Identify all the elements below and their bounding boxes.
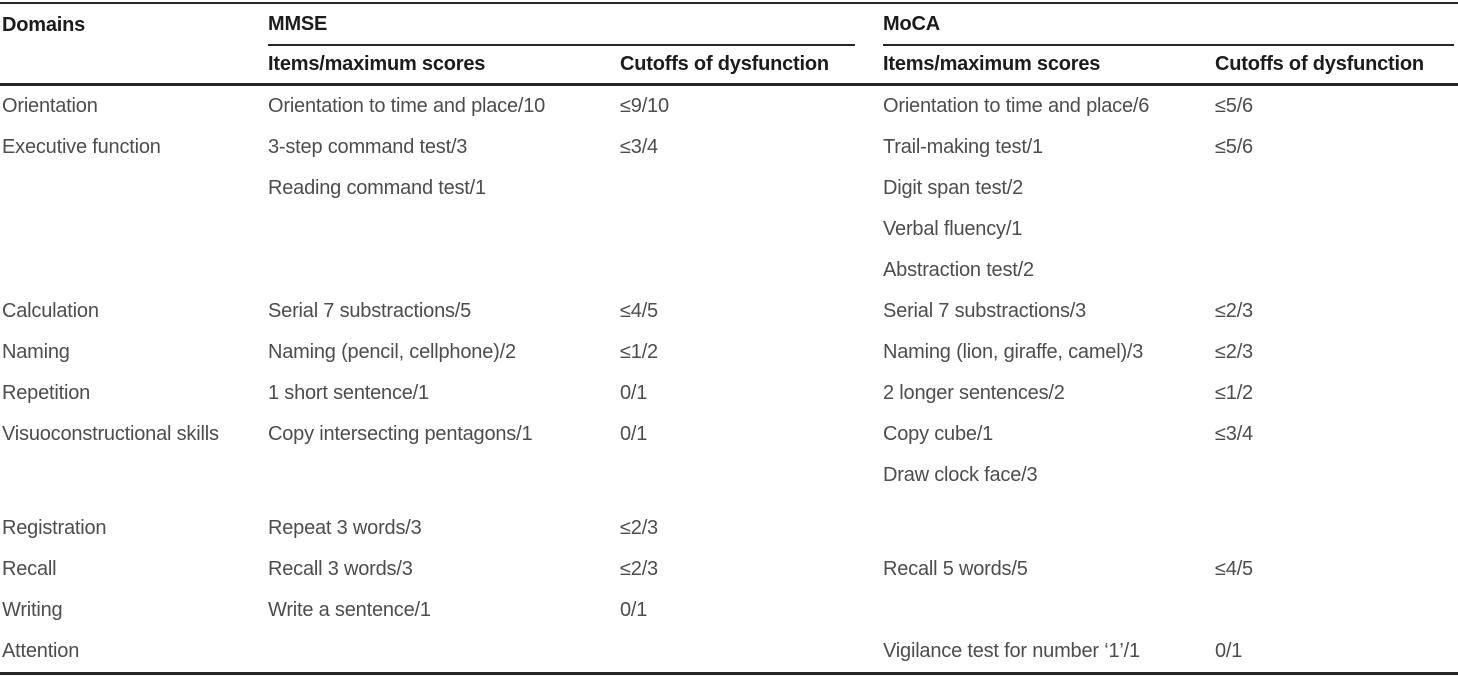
domain-cell: Recall — [2, 558, 57, 580]
column-group-moca: MoCA — [883, 4, 1454, 46]
mmse-item-cell: Recall 3 words/3 — [268, 558, 413, 580]
moca-cutoff-cell: ≤1/2 — [1215, 382, 1253, 404]
table-row: Reading command test/1 Digit span test/2 — [0, 168, 1458, 209]
column-header-moca-items: Items/maximum scores — [883, 53, 1101, 75]
table-body: Orientation Orientation to time and place… — [0, 86, 1458, 672]
column-group-mmse: MMSE — [268, 4, 855, 46]
mmse-group-label: MMSE — [268, 12, 328, 35]
table-header-group-row: Domains MMSE MoCA — [0, 4, 1458, 46]
table-row: Abstraction test/2 — [0, 250, 1458, 291]
moca-item-cell: Abstraction test/2 — [883, 259, 1034, 281]
mmse-cutoff-cell: ≤4/5 — [620, 300, 658, 322]
moca-item-cell: Vigilance test for number ‘1’/1 — [883, 640, 1140, 662]
mmse-item-cell: Naming (pencil, cellphone)/2 — [268, 341, 516, 363]
moca-item-cell: Recall 5 words/5 — [883, 558, 1028, 580]
moca-cutoff-cell: ≤2/3 — [1215, 300, 1253, 322]
moca-item-cell: Naming (lion, giraffe, camel)/3 — [883, 341, 1144, 363]
mmse-cutoff-cell: ≤2/3 — [620, 558, 658, 580]
moca-item-cell: Serial 7 substractions/3 — [883, 300, 1087, 322]
mmse-item-cell: Write a sentence/1 — [268, 599, 431, 621]
moca-cutoff-cell: ≤5/6 — [1215, 136, 1253, 158]
mmse-item-cell: Repeat 3 words/3 — [268, 517, 422, 539]
column-header-mmse-cutoffs: Cutoffs of dysfunction — [620, 53, 829, 75]
moca-cutoff-cell: 0/1 — [1215, 640, 1243, 662]
mmse-item-cell: Copy intersecting pentagons/1 — [268, 423, 533, 445]
mmse-cutoff-cell: 0/1 — [620, 382, 648, 404]
table-row: Recall Recall 3 words/3 ≤2/3 Recall 5 words… — [0, 549, 1458, 590]
header-divider-rule — [0, 83, 1458, 86]
table-bottom-rule — [0, 672, 1458, 675]
moca-cutoff-cell: ≤5/6 — [1215, 95, 1253, 117]
domain-cell: Registration — [2, 517, 107, 539]
table-top-rule — [0, 2, 1458, 4]
table-row: Verbal fluency/1 — [0, 209, 1458, 250]
mmse-cutoff-cell: ≤3/4 — [620, 136, 658, 158]
moca-item-cell: Draw clock face/3 — [883, 464, 1038, 486]
moca-item-cell: Verbal fluency/1 — [883, 218, 1023, 240]
column-header-moca-cutoffs: Cutoffs of dysfunction — [1215, 53, 1424, 75]
moca-item-cell: Trail-making test/1 — [883, 136, 1043, 158]
table-row: Draw clock face/3 — [0, 455, 1458, 496]
domain-cell: Calculation — [2, 300, 99, 322]
row-group-spacer — [0, 496, 1458, 508]
moca-item-cell: Orientation to time and place/6 — [883, 95, 1150, 117]
moca-cutoff-cell: ≤2/3 — [1215, 341, 1253, 363]
table-row: Orientation Orientation to time and place… — [0, 86, 1458, 127]
table-row: Visuoconstructional skills Copy intersect… — [0, 414, 1458, 455]
mmse-item-cell: Orientation to time and place/10 — [268, 95, 546, 117]
table-row: Repetition 1 short sentence/1 0/1 2 longer … — [0, 373, 1458, 414]
domain-cell: Attention — [2, 640, 80, 662]
domain-cell: Repetition — [2, 382, 91, 404]
table-row: Attention Vigilance test for number ‘1’/1… — [0, 631, 1458, 672]
mmse-cutoff-cell: ≤9/10 — [620, 95, 669, 117]
table-row: Registration Repeat 3 words/3 ≤2/3 — [0, 508, 1458, 549]
table-header-row: Items/maximum scores Cutoffs of dysfunct… — [0, 46, 1458, 83]
mmse-cutoff-cell: 0/1 — [620, 423, 648, 445]
mmse-cutoff-cell: ≤2/3 — [620, 517, 658, 539]
mmse-item-cell: Reading command test/1 — [268, 177, 486, 199]
mmse-cutoff-cell: 0/1 — [620, 599, 648, 621]
table-row: Executive function 3-step command test/3 ≤… — [0, 127, 1458, 168]
moca-cutoff-cell: ≤4/5 — [1215, 558, 1253, 580]
mmse-cutoff-cell: ≤1/2 — [620, 341, 658, 363]
moca-item-cell: Copy cube/1 — [883, 423, 994, 445]
mmse-item-cell: Serial 7 substractions/5 — [268, 300, 472, 322]
domain-cell: Orientation — [2, 95, 98, 117]
moca-item-cell: 2 longer sentences/2 — [883, 382, 1065, 404]
domain-cell: Naming — [2, 341, 70, 363]
domain-cell: Executive function — [2, 136, 161, 158]
table-row: Naming Naming (pencil, cellphone)/2 ≤1/2 Na… — [0, 332, 1458, 373]
moca-item-cell: Digit span test/2 — [883, 177, 1024, 199]
domain-cell: Visuoconstructional skills — [2, 423, 219, 445]
column-header-domains: Domains — [2, 13, 86, 36]
moca-cutoff-cell: ≤3/4 — [1215, 423, 1253, 445]
mmse-item-cell: 1 short sentence/1 — [268, 382, 429, 404]
moca-group-label: MoCA — [883, 12, 940, 35]
mmse-item-cell: 3-step command test/3 — [268, 136, 468, 158]
table-row: Writing Write a sentence/1 0/1 — [0, 590, 1458, 631]
column-header-mmse-items: Items/maximum scores — [268, 53, 486, 75]
domain-cell: Writing — [2, 599, 63, 621]
table-row: Calculation Serial 7 substractions/5 ≤4/5 S… — [0, 291, 1458, 332]
